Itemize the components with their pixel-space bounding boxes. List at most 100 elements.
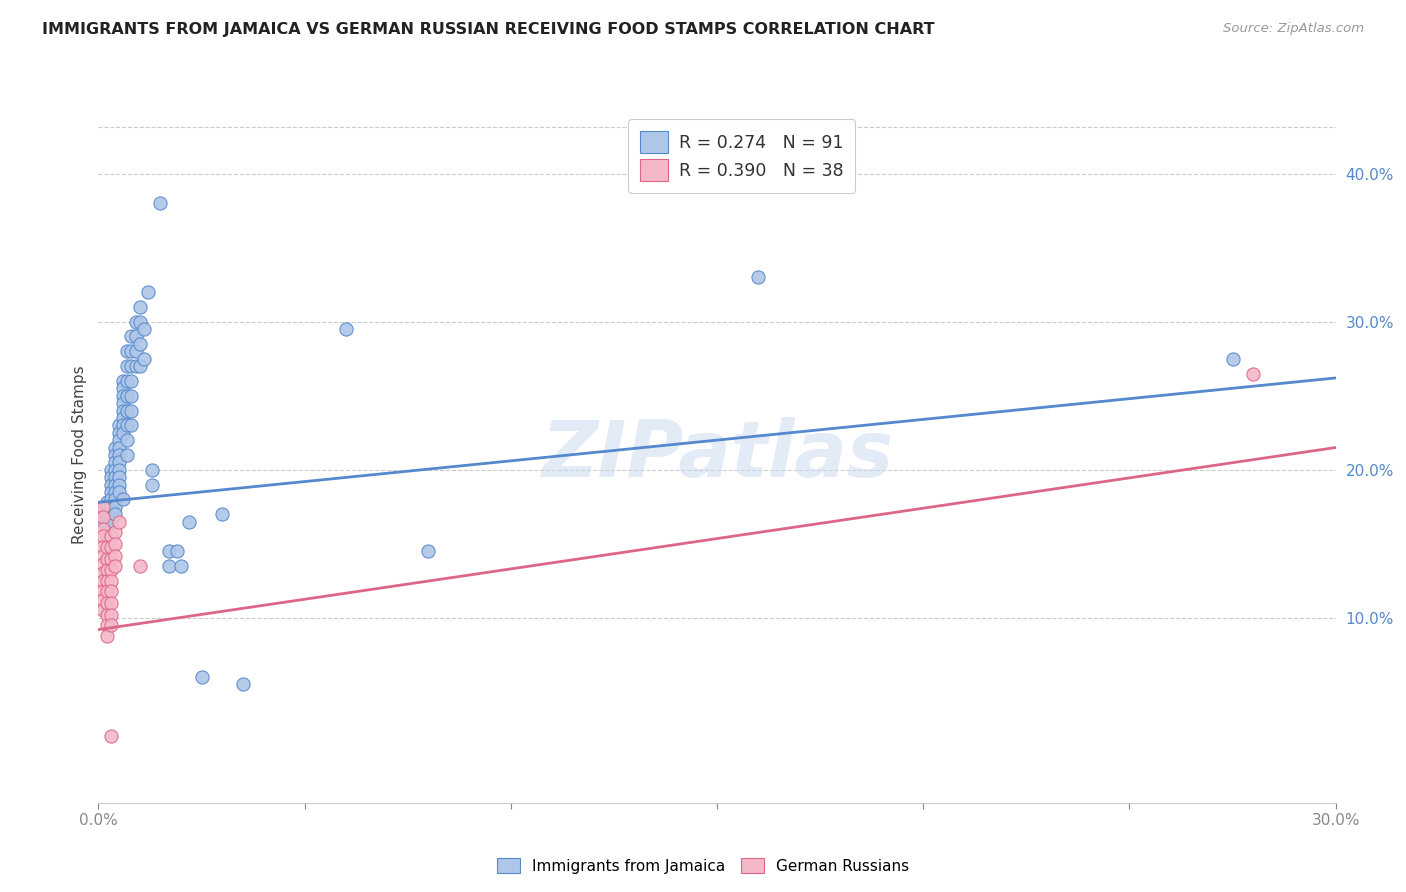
Point	[124, 315, 146, 329]
Legend: Immigrants from Jamaica, German Russians: Immigrants from Jamaica, German Russians	[491, 852, 915, 880]
Point	[128, 337, 150, 351]
Point	[91, 549, 114, 563]
Point	[104, 455, 127, 469]
Point	[108, 484, 131, 499]
Legend: R = 0.274   N = 91, R = 0.390   N = 38: R = 0.274 N = 91, R = 0.390 N = 38	[628, 120, 855, 193]
Point	[91, 500, 114, 514]
Point	[91, 574, 114, 588]
Point	[120, 403, 142, 417]
Point	[108, 425, 131, 440]
Point	[104, 507, 127, 521]
Point	[120, 329, 142, 343]
Point	[91, 603, 114, 617]
Point	[112, 389, 135, 403]
Point	[96, 519, 118, 533]
Point	[232, 677, 254, 691]
Point	[100, 507, 122, 521]
Point	[128, 558, 150, 573]
Point	[100, 729, 122, 743]
Point	[104, 484, 127, 499]
Point	[124, 344, 146, 359]
Point	[96, 515, 118, 529]
Point	[120, 344, 142, 359]
Point	[100, 563, 122, 577]
Point	[96, 618, 118, 632]
Point	[128, 315, 150, 329]
Point	[112, 374, 135, 388]
Point	[120, 359, 142, 373]
Point	[91, 593, 114, 607]
Point	[100, 529, 122, 543]
Point	[100, 596, 122, 610]
Point	[100, 607, 122, 622]
Point	[96, 596, 118, 610]
Point	[96, 551, 118, 566]
Point	[108, 463, 131, 477]
Point	[190, 670, 212, 684]
Point	[96, 574, 118, 588]
Point	[104, 537, 127, 551]
Point	[149, 196, 172, 211]
Point	[104, 549, 127, 563]
Point	[96, 495, 118, 509]
Point	[96, 584, 118, 599]
Point	[104, 448, 127, 462]
Point	[112, 418, 135, 433]
Point	[179, 515, 201, 529]
Point	[104, 477, 127, 491]
Point	[100, 484, 122, 499]
Point	[132, 322, 155, 336]
Point	[96, 607, 118, 622]
Point	[112, 381, 135, 395]
Point	[108, 455, 131, 469]
Point	[100, 618, 122, 632]
Point	[117, 374, 139, 388]
Point	[132, 351, 155, 366]
Point	[91, 510, 114, 524]
Point	[108, 515, 131, 529]
Point	[157, 544, 180, 558]
Point	[91, 584, 114, 599]
Point	[104, 492, 127, 507]
Point	[335, 322, 357, 336]
Point	[104, 524, 127, 539]
Point	[100, 470, 122, 484]
Point	[108, 441, 131, 455]
Point	[112, 403, 135, 417]
Point	[104, 558, 127, 573]
Point	[117, 344, 139, 359]
Point	[124, 329, 146, 343]
Point	[108, 477, 131, 491]
Point	[117, 418, 139, 433]
Point	[100, 574, 122, 588]
Point	[96, 507, 118, 521]
Point	[120, 418, 142, 433]
Point	[112, 425, 135, 440]
Point	[100, 477, 122, 491]
Point	[96, 563, 118, 577]
Point	[91, 566, 114, 581]
Point	[104, 500, 127, 514]
Point	[1241, 367, 1264, 381]
Point	[166, 544, 188, 558]
Point	[157, 558, 180, 573]
Point	[1222, 351, 1244, 366]
Point	[96, 500, 118, 514]
Point	[100, 492, 122, 507]
Point	[108, 448, 131, 462]
Point	[141, 477, 163, 491]
Point	[211, 507, 233, 521]
Point	[104, 463, 127, 477]
Point	[120, 389, 142, 403]
Point	[91, 558, 114, 572]
Point	[108, 418, 131, 433]
Point	[117, 359, 139, 373]
Point	[100, 500, 122, 514]
Point	[96, 540, 118, 554]
Point	[108, 470, 131, 484]
Text: Source: ZipAtlas.com: Source: ZipAtlas.com	[1223, 22, 1364, 36]
Point	[141, 463, 163, 477]
Point	[100, 510, 122, 524]
Point	[100, 584, 122, 599]
Point	[170, 558, 193, 573]
